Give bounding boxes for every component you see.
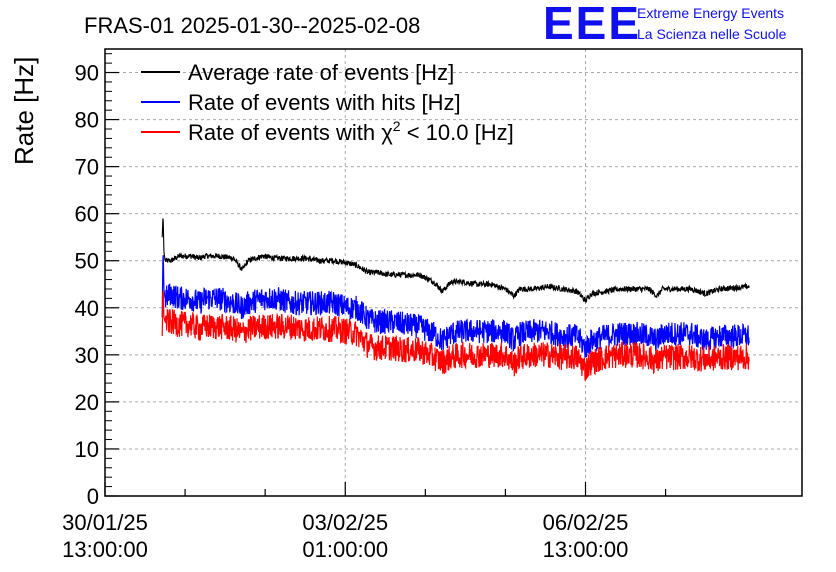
logo-mark: EEE	[543, 0, 641, 49]
legend-label-chi2: Rate of events with χ2 < 10.0 [Hz]	[188, 118, 514, 145]
eee-logo: EEE Extreme Energy Events La Scienza nel…	[543, 0, 787, 49]
x-tick-time: 13:00:00	[543, 537, 629, 562]
y-tick-label: 50	[75, 249, 99, 274]
y-tick-label: 70	[75, 155, 99, 180]
logo-line-1: Extreme Energy Events	[637, 5, 784, 21]
chart-title: FRAS-01 2025-01-30--2025-02-08	[84, 13, 420, 38]
legend-chi2-superscript: 2	[393, 118, 401, 134]
legend-label-hits: Rate of events with hits [Hz]	[188, 90, 461, 115]
x-tick-date: 30/01/25	[62, 510, 148, 535]
x-axis: 30/01/2513:00:0003/02/2501:00:0006/02/25…	[62, 482, 667, 562]
y-tick-label: 20	[75, 390, 99, 415]
y-axis-label: Rate [Hz]	[9, 57, 39, 165]
y-tick-label: 60	[75, 202, 99, 227]
series-line-0	[161, 218, 750, 304]
legend-label-average: Average rate of events [Hz]	[188, 60, 454, 85]
series-line-1	[161, 255, 750, 358]
x-tick-time: 13:00:00	[62, 537, 148, 562]
legend-chi2-symbol: χ	[381, 120, 393, 145]
series-group	[161, 218, 750, 381]
legend-chi2-suffix: < 10.0 [Hz]	[401, 120, 514, 145]
y-tick-label: 0	[87, 484, 99, 509]
legend-chi2-prefix: Rate of events with	[188, 120, 381, 145]
x-tick-date: 06/02/25	[543, 510, 629, 535]
series-line-2	[161, 290, 750, 381]
y-tick-label: 80	[75, 108, 99, 133]
grid	[105, 49, 802, 496]
y-tick-label: 10	[75, 437, 99, 462]
logo-line-2: La Scienza nelle Scuole	[637, 26, 787, 42]
x-tick-date: 03/02/25	[302, 510, 388, 535]
y-tick-label: 40	[75, 296, 99, 321]
y-tick-label: 90	[75, 61, 99, 86]
legend: Average rate of events [Hz] Rate of even…	[141, 60, 514, 145]
y-tick-label: 30	[75, 343, 99, 368]
y-axis: 0 10 20 30 40 50 60 70 80 90	[75, 53, 119, 509]
x-tick-time: 01:00:00	[302, 537, 388, 562]
plot-frame	[104, 48, 803, 497]
